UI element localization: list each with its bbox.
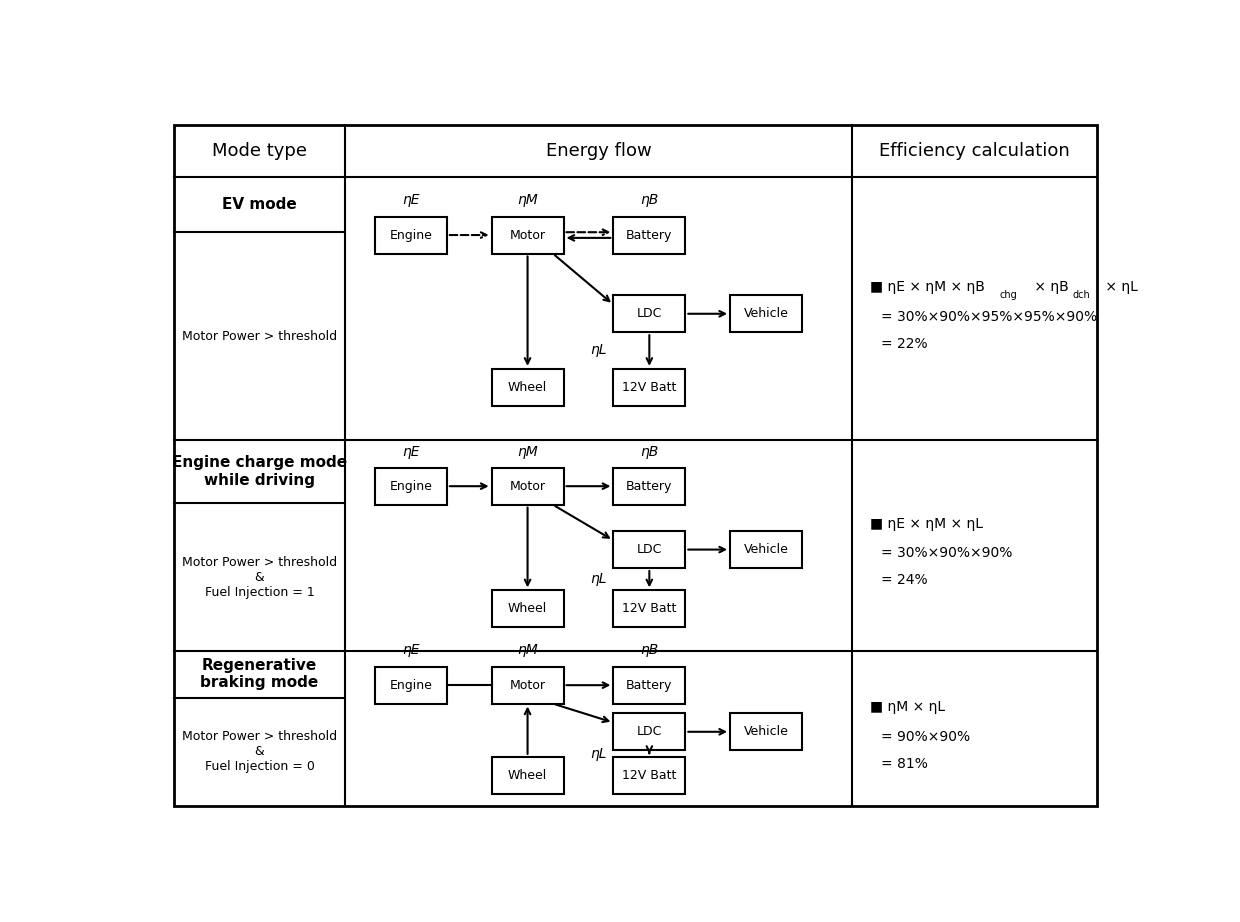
Text: LDC: LDC <box>636 726 662 739</box>
Text: Motor Power > threshold
&
Fuel Injection = 1: Motor Power > threshold & Fuel Injection… <box>182 556 337 598</box>
Text: 12V Batt: 12V Batt <box>622 602 677 615</box>
Text: ηE: ηE <box>402 194 419 207</box>
FancyBboxPatch shape <box>730 714 802 751</box>
Text: × ηL: × ηL <box>1101 280 1138 294</box>
Text: Wheel: Wheel <box>508 769 547 782</box>
FancyBboxPatch shape <box>491 217 564 254</box>
Text: Engine: Engine <box>389 679 433 692</box>
Text: Engine: Engine <box>389 229 433 242</box>
FancyBboxPatch shape <box>730 531 802 568</box>
Text: Engine charge mode
while driving: Engine charge mode while driving <box>172 455 347 488</box>
FancyBboxPatch shape <box>491 667 564 703</box>
Text: ηL: ηL <box>590 747 608 761</box>
Text: ■ ηE × ηM × ηL: ■ ηE × ηM × ηL <box>869 516 982 531</box>
FancyBboxPatch shape <box>614 217 686 254</box>
FancyBboxPatch shape <box>374 467 446 504</box>
FancyBboxPatch shape <box>614 757 686 794</box>
FancyBboxPatch shape <box>614 667 686 703</box>
Text: Motor: Motor <box>510 679 546 692</box>
FancyBboxPatch shape <box>614 531 686 568</box>
FancyBboxPatch shape <box>614 714 686 751</box>
Text: = 30%×90%×95%×95%×90%: = 30%×90%×95%×95%×90% <box>882 310 1097 324</box>
Text: Vehicle: Vehicle <box>744 543 789 556</box>
Text: dch: dch <box>1073 290 1090 301</box>
Text: Engine: Engine <box>389 479 433 492</box>
Text: Wheel: Wheel <box>508 381 547 394</box>
FancyBboxPatch shape <box>491 590 564 627</box>
Text: Battery: Battery <box>626 229 672 242</box>
Text: ηL: ηL <box>590 344 608 358</box>
Text: = 22%: = 22% <box>882 337 928 350</box>
Text: ηE: ηE <box>402 644 419 657</box>
Text: ηB: ηB <box>640 444 658 458</box>
Text: EV mode: EV mode <box>222 197 296 212</box>
Text: ηM: ηM <box>517 644 538 657</box>
Text: Vehicle: Vehicle <box>744 726 789 739</box>
FancyBboxPatch shape <box>491 757 564 794</box>
FancyBboxPatch shape <box>614 295 686 332</box>
Text: Motor Power > threshold
&
Fuel Injection = 0: Motor Power > threshold & Fuel Injection… <box>182 730 337 774</box>
Text: chg: chg <box>999 290 1017 301</box>
Text: ηB: ηB <box>640 644 658 657</box>
FancyBboxPatch shape <box>614 590 686 627</box>
Text: ηB: ηB <box>640 194 658 207</box>
Text: Motor: Motor <box>510 229 546 242</box>
Text: Vehicle: Vehicle <box>744 307 789 320</box>
Text: Regenerative
braking mode: Regenerative braking mode <box>201 658 319 691</box>
Text: Motor: Motor <box>510 479 546 492</box>
Text: = 90%×90%: = 90%×90% <box>882 730 970 744</box>
Text: ■ ηM × ηL: ■ ηM × ηL <box>869 700 945 715</box>
Text: Energy flow: Energy flow <box>546 142 651 160</box>
Text: ■ ηE × ηM × ηB: ■ ηE × ηM × ηB <box>869 280 985 294</box>
Text: Battery: Battery <box>626 679 672 692</box>
FancyBboxPatch shape <box>491 467 564 504</box>
Text: ηL: ηL <box>590 573 608 586</box>
FancyBboxPatch shape <box>614 369 686 406</box>
Text: ηE: ηE <box>402 444 419 458</box>
Text: 12V Batt: 12V Batt <box>622 381 677 394</box>
Text: × ηB: × ηB <box>1030 280 1069 294</box>
Text: 12V Batt: 12V Batt <box>622 769 677 782</box>
FancyBboxPatch shape <box>614 467 686 504</box>
Text: = 81%: = 81% <box>882 757 928 771</box>
Text: LDC: LDC <box>636 307 662 320</box>
FancyBboxPatch shape <box>374 217 446 254</box>
Text: = 24%: = 24% <box>882 573 928 587</box>
Text: LDC: LDC <box>636 543 662 556</box>
FancyBboxPatch shape <box>491 369 564 406</box>
Text: Efficiency calculation: Efficiency calculation <box>879 142 1070 160</box>
Text: Battery: Battery <box>626 479 672 492</box>
Text: ηM: ηM <box>517 444 538 458</box>
Text: Mode type: Mode type <box>212 142 308 160</box>
Text: = 30%×90%×90%: = 30%×90%×90% <box>882 547 1013 561</box>
FancyBboxPatch shape <box>730 295 802 332</box>
Text: ηM: ηM <box>517 194 538 207</box>
Text: Wheel: Wheel <box>508 602 547 615</box>
FancyBboxPatch shape <box>374 667 446 703</box>
Text: Motor Power > threshold: Motor Power > threshold <box>182 329 337 343</box>
